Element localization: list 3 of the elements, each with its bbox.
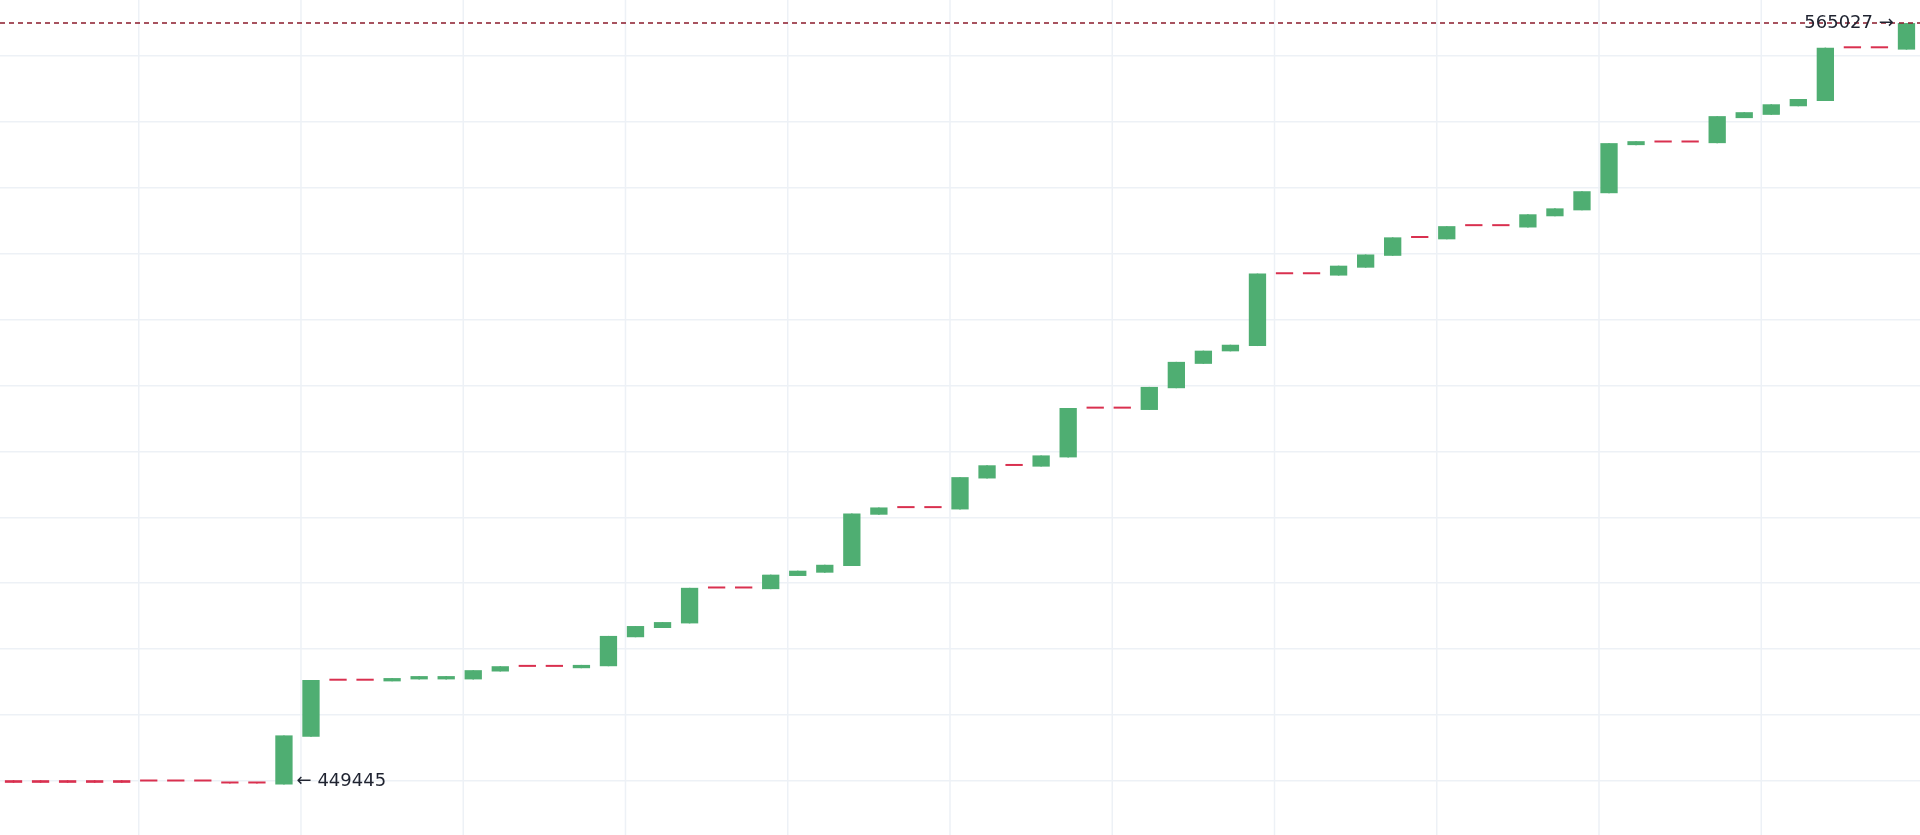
annotation: ← 449445 [296, 769, 387, 791]
annotation: 565027 → [1804, 10, 1894, 32]
candlestick [1384, 236, 1402, 257]
